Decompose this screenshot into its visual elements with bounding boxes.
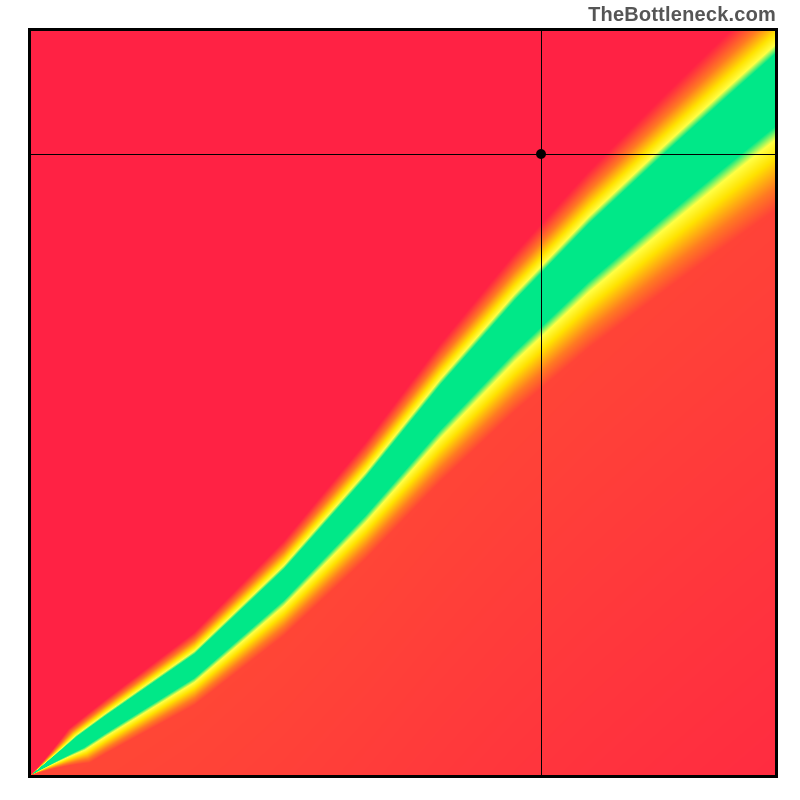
crosshair-vertical [541,31,542,775]
watermark-text: TheBottleneck.com [588,4,776,27]
plot-area [28,28,778,778]
heatmap-canvas [31,31,775,775]
crosshair-horizontal [31,154,775,155]
crosshair-marker [536,149,546,159]
chart-container: TheBottleneck.com [0,0,800,800]
